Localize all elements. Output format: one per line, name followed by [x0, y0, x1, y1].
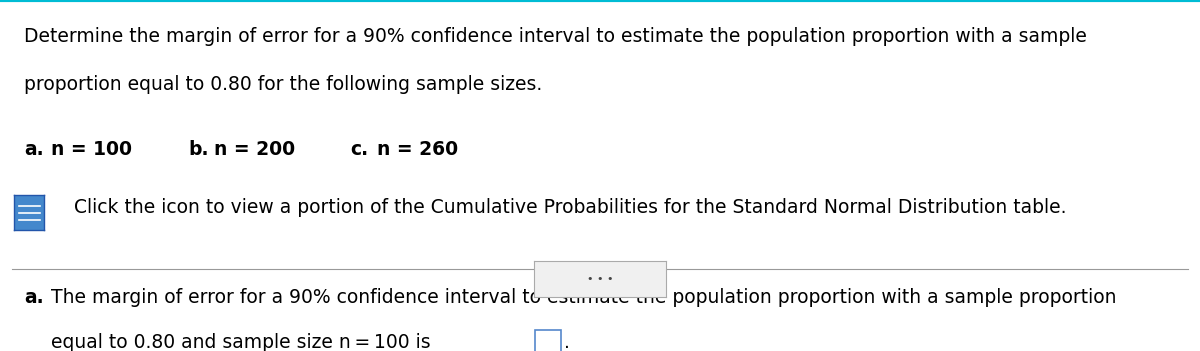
Text: Click the icon to view a portion of the Cumulative Probabilities for the Standar: Click the icon to view a portion of the …: [74, 198, 1067, 217]
Text: proportion equal to 0.80 for the following sample sizes.: proportion equal to 0.80 for the followi…: [24, 75, 542, 94]
Text: • • •: • • •: [587, 274, 613, 284]
Text: n = 260: n = 260: [377, 140, 457, 159]
Text: n = 100: n = 100: [50, 140, 132, 159]
Text: .: .: [564, 333, 570, 351]
Text: b.: b.: [188, 140, 209, 159]
Text: a.: a.: [24, 140, 43, 159]
Text: c.: c.: [350, 140, 368, 159]
Text: Determine the margin of error for a 90% confidence interval to estimate the popu: Determine the margin of error for a 90% …: [24, 27, 1087, 46]
Text: a.: a.: [24, 288, 43, 307]
FancyBboxPatch shape: [535, 330, 562, 351]
Text: The margin of error for a 90% confidence interval to estimate the population pro: The margin of error for a 90% confidence…: [50, 288, 1116, 307]
Text: n = 200: n = 200: [215, 140, 295, 159]
Text: equal to 0.80 and sample size n = 100 is: equal to 0.80 and sample size n = 100 is: [50, 333, 431, 351]
